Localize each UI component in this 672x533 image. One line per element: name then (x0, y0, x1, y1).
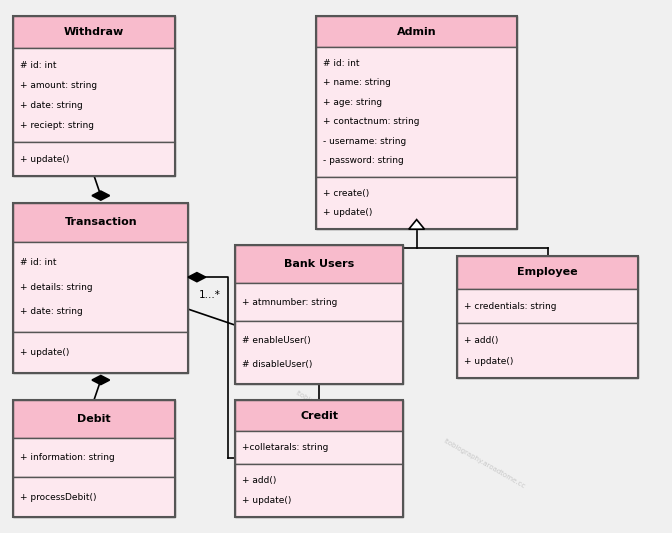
Text: + information: string: + information: string (20, 453, 115, 462)
Bar (13, 438, 175, 478)
Text: + processDebit(): + processDebit() (20, 492, 97, 502)
Text: + update(): + update() (242, 496, 291, 505)
Text: + update(): + update() (464, 357, 513, 366)
Text: Credit: Credit (300, 410, 338, 421)
Bar (13, 400, 175, 438)
Polygon shape (409, 220, 425, 229)
Text: + amount: string: + amount: string (20, 80, 97, 90)
Bar (13, 49, 175, 142)
Bar (457, 256, 638, 289)
Bar (235, 282, 403, 321)
Text: + add(): + add() (242, 477, 276, 485)
Bar (235, 464, 403, 517)
Text: + credentials: string: + credentials: string (464, 302, 556, 311)
Bar (235, 245, 403, 282)
Text: # id: int: # id: int (323, 59, 359, 68)
Text: Employee: Employee (517, 268, 578, 277)
Text: + update(): + update() (20, 155, 69, 164)
Bar (235, 321, 403, 384)
Text: + add(): + add() (464, 336, 498, 345)
Text: +colletarals: string: +colletarals: string (242, 443, 329, 453)
Bar (13, 242, 188, 332)
Text: + age: string: + age: string (323, 98, 382, 107)
Text: + contactnum: string: + contactnum: string (323, 117, 419, 126)
Bar (13, 400, 175, 517)
Bar (235, 245, 403, 384)
Bar (457, 256, 638, 378)
Bar (13, 478, 175, 517)
Text: + date: string: + date: string (20, 101, 83, 110)
Bar (13, 16, 175, 49)
Polygon shape (188, 273, 206, 281)
Bar (316, 47, 517, 177)
Bar (316, 16, 517, 47)
Text: # id: int: # id: int (20, 61, 56, 69)
Text: + update(): + update() (20, 348, 69, 357)
Text: Withdraw: Withdraw (64, 27, 124, 37)
Bar (13, 142, 175, 176)
Text: Debit: Debit (77, 414, 111, 424)
Text: + reciept: string: + reciept: string (20, 121, 94, 130)
Bar (316, 16, 517, 229)
Bar (13, 16, 175, 176)
Text: + update(): + update() (323, 208, 372, 217)
Text: - password: string: - password: string (323, 157, 403, 165)
Text: itobiography.aroadtome.cc: itobiography.aroadtome.cc (442, 438, 526, 490)
Text: Bank Users: Bank Users (284, 259, 354, 269)
Bar (235, 400, 403, 431)
Text: + name: string: + name: string (323, 78, 390, 87)
Bar (13, 203, 188, 242)
Text: + create(): + create() (323, 189, 369, 198)
Text: 1...*: 1...* (198, 289, 220, 300)
Polygon shape (92, 191, 110, 200)
Bar (13, 203, 188, 373)
Text: # id: int: # id: int (20, 258, 56, 267)
Text: + atmnumber: string: + atmnumber: string (242, 297, 337, 306)
Text: - username: string: - username: string (323, 137, 406, 146)
Text: itobiography.aroadtome.cc: itobiography.aroadtome.cc (294, 390, 378, 442)
Text: # enableUser(): # enableUser() (242, 336, 310, 345)
Bar (457, 289, 638, 324)
Text: + details: string: + details: string (20, 282, 93, 292)
Text: itobiography.aroadtome.cc: itobiography.aroadtome.cc (79, 267, 163, 319)
Text: Transaction: Transaction (65, 217, 137, 227)
Bar (457, 324, 638, 378)
Text: # disableUser(): # disableUser() (242, 360, 312, 369)
Polygon shape (92, 376, 110, 384)
Text: Admin: Admin (397, 27, 436, 37)
Bar (235, 431, 403, 464)
Bar (13, 332, 188, 373)
Bar (316, 177, 517, 229)
Text: + date: string: + date: string (20, 307, 83, 316)
Bar (235, 400, 403, 517)
